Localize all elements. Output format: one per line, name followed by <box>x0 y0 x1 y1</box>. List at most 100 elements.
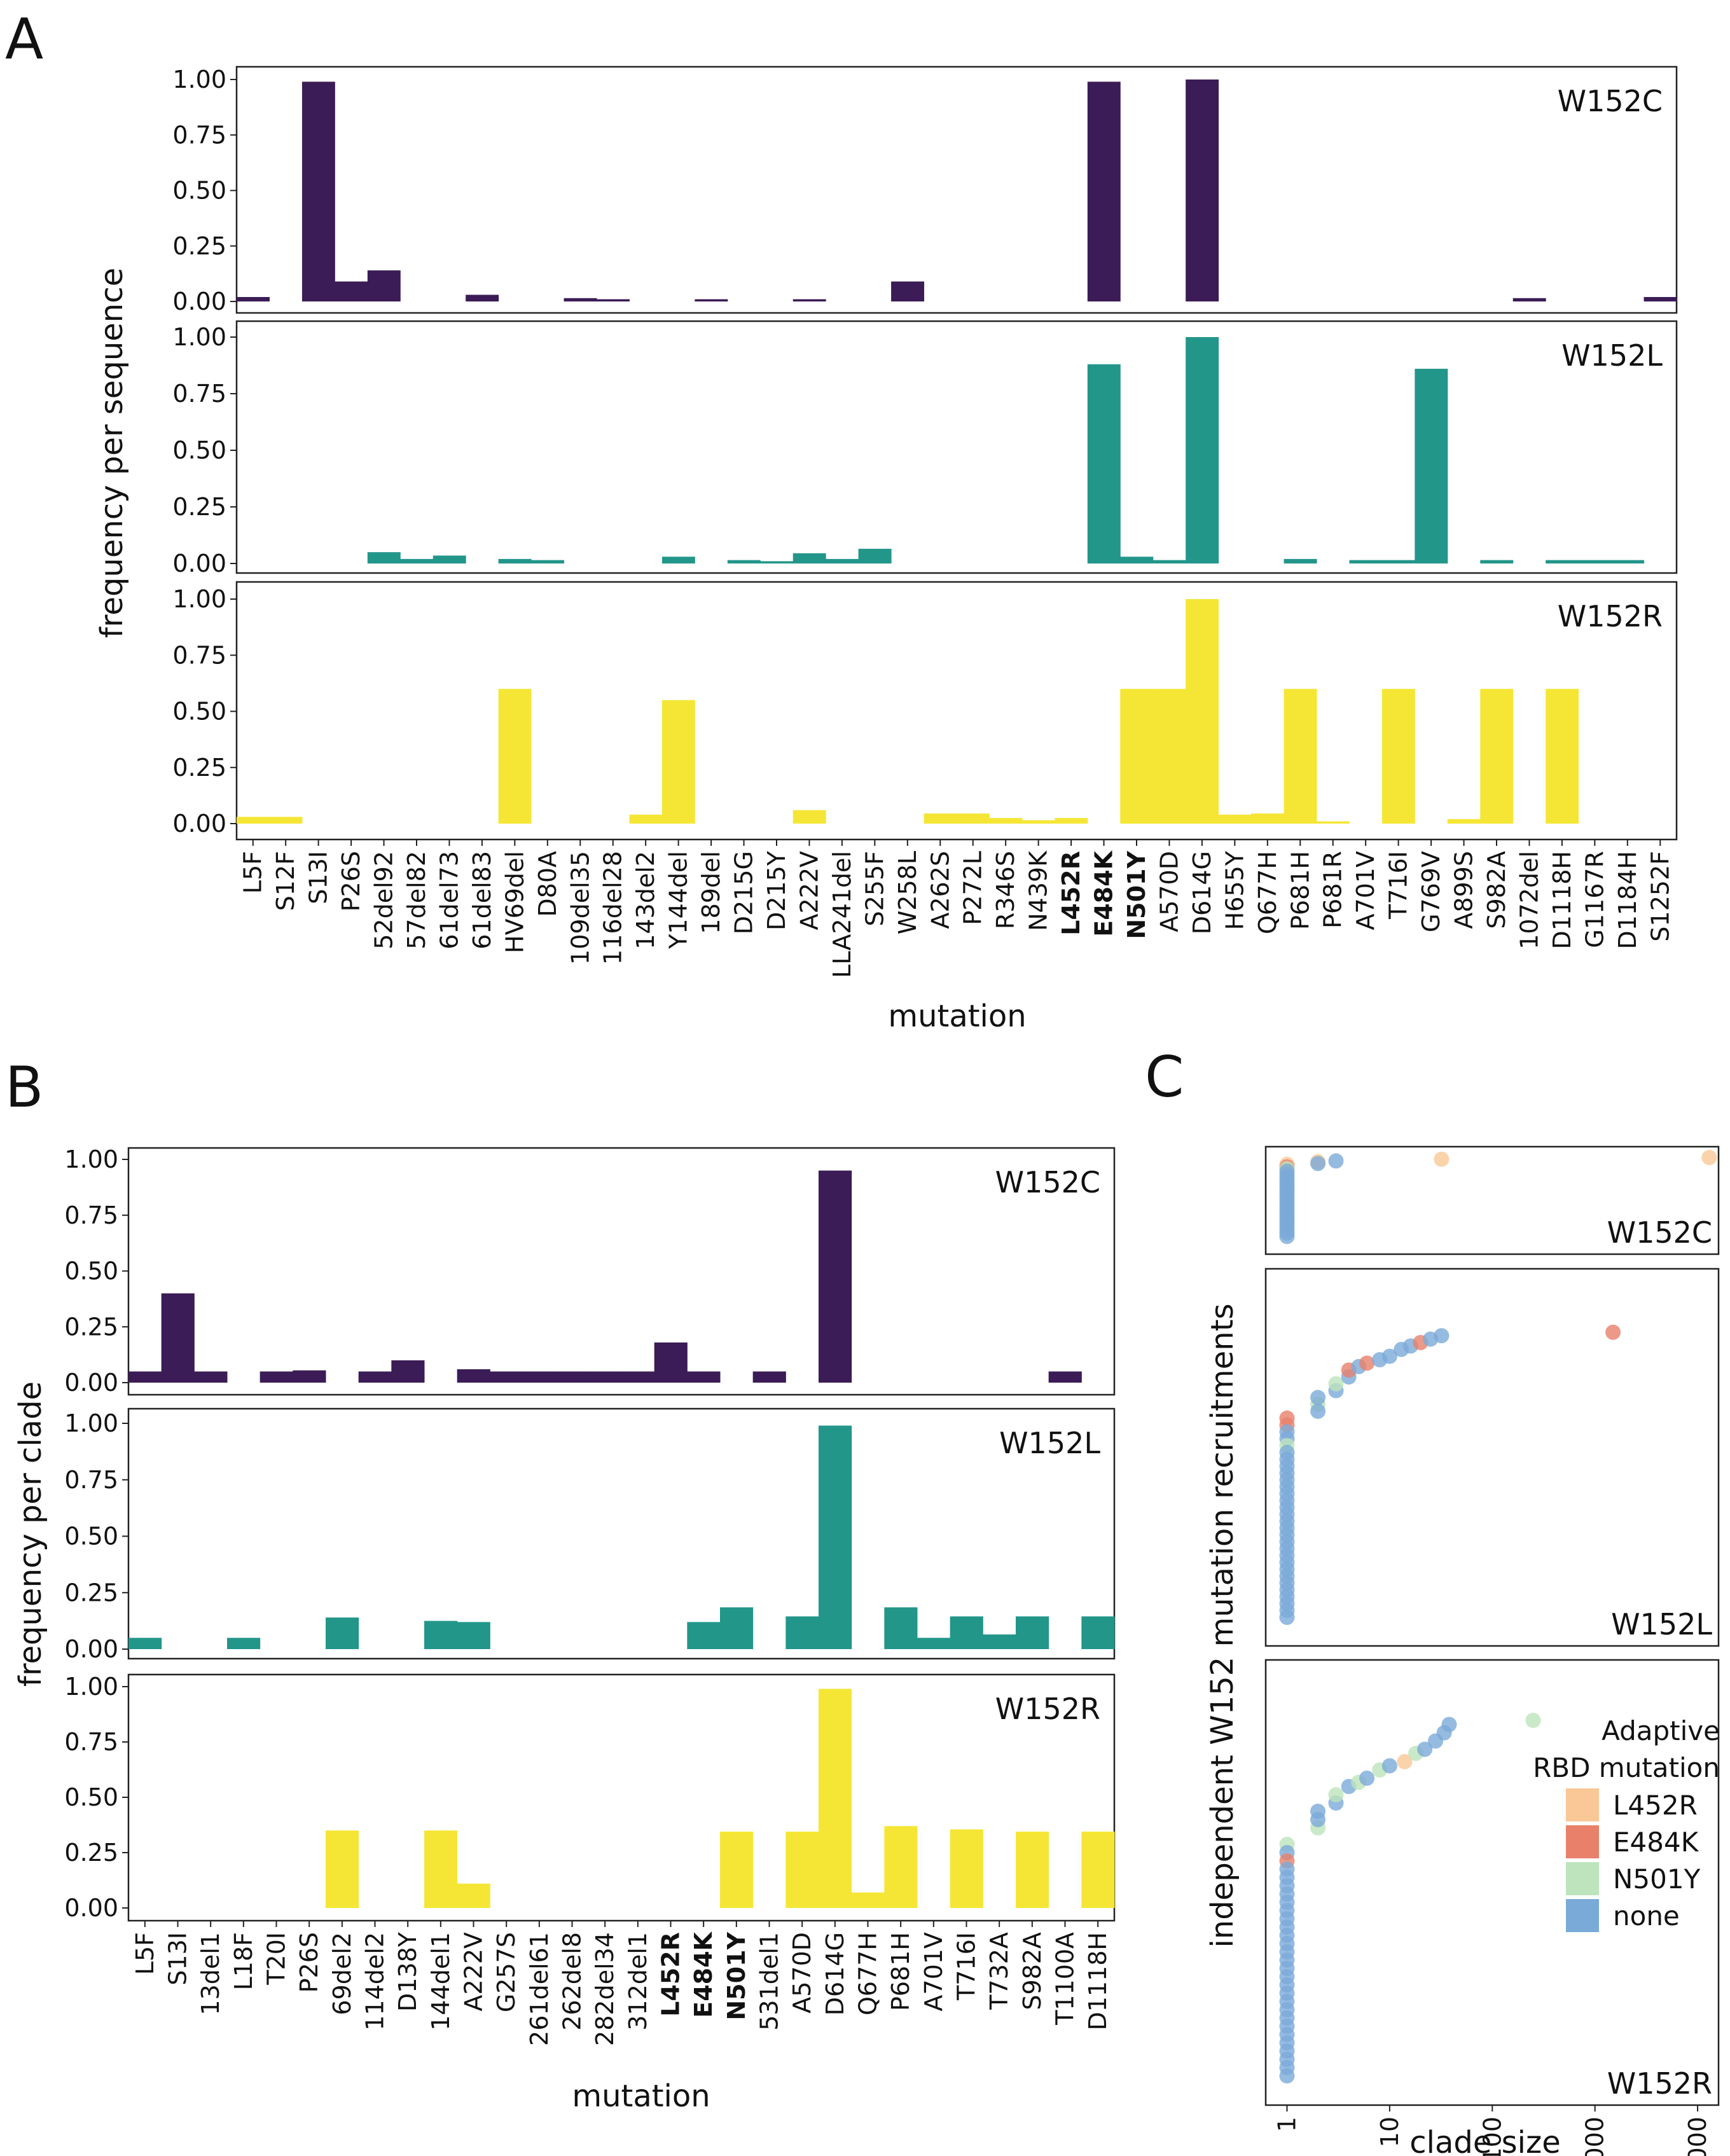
b-bar-W152C-261del61 <box>523 1371 557 1383</box>
b-bar-W152L-D1118H <box>1081 1616 1115 1649</box>
a-ytick-label: 0.50 <box>172 436 226 464</box>
a-bar-W152L-61del73 <box>432 555 466 563</box>
c-frame-W152C <box>1264 1145 1720 1255</box>
a-bar-W152C-189del <box>695 299 728 301</box>
a-ytick-label: 1.00 <box>172 66 226 93</box>
c-point-W152L <box>1434 1328 1450 1344</box>
a-xtick-label: T716I <box>1385 851 1413 920</box>
a-bar-W152L-T716I <box>1381 560 1415 563</box>
a-xtick-label: D215Y <box>763 850 791 930</box>
a-bar-W152R-HV69del <box>498 689 532 824</box>
a-ylabel: frequency per sequence <box>94 268 130 638</box>
a-bar-W152L-G1167R <box>1578 560 1612 563</box>
panel-b: 0.00 0.25 0.50 0.75 1.00 W152C 0.00 0.25 0.50 0.7… <box>13 1145 1116 2114</box>
c-xtick-label: 10 <box>1376 2117 1404 2147</box>
b-bar-W152C-S13I <box>161 1293 195 1383</box>
a-bar-W152R-R346S <box>989 818 1023 824</box>
b-bar-W152C-G257S <box>490 1371 523 1383</box>
b-ytick-label: 0.25 <box>64 1313 118 1341</box>
b-bar-W152C-D138Y <box>391 1360 425 1383</box>
legend-key-none <box>1566 1899 1599 1932</box>
b-bar-W152L-A701V <box>917 1638 951 1649</box>
a-bar-W152L-HV69del <box>498 558 532 563</box>
a-xtick-label: G1167R <box>1581 851 1609 948</box>
a-xtick-label: D1184H <box>1614 851 1642 950</box>
b-ytick-label: 0.75 <box>64 1728 118 1756</box>
a-xtick-label: P26S <box>337 851 365 911</box>
a-ytick-label: 0.25 <box>172 232 226 260</box>
b-ytick-label: 1.00 <box>64 1145 118 1173</box>
a-xtick-label: D1118H <box>1548 851 1576 950</box>
c-ylabel: independent W152 mutation recruitments <box>1205 1303 1240 1947</box>
a-bar-W152C-52del92 <box>367 270 401 301</box>
a-xtick-label: S12F <box>272 851 300 911</box>
a-strip-label: W152L <box>1561 338 1663 373</box>
b-bar-W152R-A570D <box>785 1831 819 1908</box>
a-bar-W152R-A222V <box>792 810 826 824</box>
b-xtick-label: 144del1 <box>427 1932 455 2031</box>
b-xtick-label: Q677H <box>854 1932 882 2015</box>
a-xtick-label: 116del28 <box>599 851 627 965</box>
a-ytick-label: 0.75 <box>172 380 226 408</box>
a-xtick-label: S13I <box>305 851 333 904</box>
a-bar-W152C-61del83 <box>466 294 499 301</box>
c-point-W152R <box>1328 1787 1344 1802</box>
b-xtick-label: 13del1 <box>197 1932 225 2015</box>
a-bar-W152R-H655Y <box>1218 814 1252 824</box>
c-frame-W152L <box>1264 1268 1720 1647</box>
a-xtick-label: A899S <box>1450 851 1478 929</box>
a-xtick-label: L5F <box>239 851 267 894</box>
a-xtick-label: P272L <box>959 851 987 925</box>
a-xtick-label: P681H <box>1286 851 1314 930</box>
a-ytick-label: 0.50 <box>172 177 226 205</box>
a-bar-W152L-57del82 <box>400 558 434 563</box>
a-bar-W152C-A222V <box>792 299 826 301</box>
b-ytick-label: 0.50 <box>64 1523 118 1551</box>
panel-a: 0.00 0.25 0.50 0.75 1.00 W152C 0.00 0.25 0.50 0.7… <box>94 66 1678 1034</box>
b-xtick-label: L452R <box>657 1932 685 2017</box>
a-strip-label: W152R <box>1558 599 1663 633</box>
b-bar-W152C-T20I <box>260 1371 293 1383</box>
b-ytick-label: 0.75 <box>64 1466 118 1494</box>
b-bar-W152R-D1118H <box>1081 1831 1115 1908</box>
b-bar-W152L-L5F <box>128 1638 162 1649</box>
a-xlabel: mutation <box>888 999 1026 1034</box>
a-bar-W152L-D215G <box>727 560 761 563</box>
b-bar-W152L-69del2 <box>326 1617 359 1649</box>
c-point-W152R <box>1359 1771 1375 1786</box>
c-point-W152R <box>1381 1758 1397 1774</box>
a-bar-W152C-E484K <box>1087 81 1121 302</box>
b-frame-W152C <box>127 1147 1116 1396</box>
a-xtick-label: A570D <box>1155 851 1183 932</box>
c-point-W152R <box>1441 1717 1457 1732</box>
a-bar-W152R-D614G <box>1186 599 1219 824</box>
a-xtick-label: G769V <box>1417 851 1445 932</box>
legend-key-L452R <box>1566 1788 1599 1821</box>
b-bar-W152C-T1100A <box>1048 1371 1082 1383</box>
a-bar-W152C-W258L <box>891 281 925 301</box>
panel-label-a: A <box>5 6 43 72</box>
legend-label-none: none <box>1613 1900 1680 1931</box>
b-xtick-label: S982A <box>1018 1932 1046 2010</box>
b-ytick-label: 0.50 <box>64 1783 118 1811</box>
a-bar-W152L-N501Y <box>1120 556 1154 563</box>
c-xtick-label: 100 <box>1478 2117 1506 2156</box>
a-bar-W152C-109del35 <box>564 298 597 301</box>
b-bar-W152R-N501Y <box>720 1831 754 1908</box>
b-xtick-label: T732A <box>985 1932 1013 2010</box>
b-xtick-label: L5F <box>131 1932 159 1975</box>
b-xtick-label: 312del1 <box>624 1932 652 2031</box>
a-bar-W152R-P681R <box>1317 821 1350 824</box>
a-bar-W152R-Y144del <box>661 700 695 824</box>
c-point-W152L <box>1605 1324 1621 1340</box>
c-strip-label: W152R <box>1607 2066 1712 2101</box>
a-bar-W152C-D614G <box>1186 79 1219 301</box>
a-xtick-label: 52del92 <box>370 851 398 950</box>
legend-label-N501Y: N501Y <box>1613 1863 1701 1895</box>
a-ytick-label: 1.00 <box>172 323 226 351</box>
b-bar-W152R-144del1 <box>424 1830 458 1908</box>
c-xtick-label: 1000 <box>1581 2117 1609 2156</box>
c-point-W152R <box>1417 1741 1433 1757</box>
a-xtick-label: 61del73 <box>435 851 463 950</box>
a-bar-W152C-S1252F <box>1644 297 1677 301</box>
